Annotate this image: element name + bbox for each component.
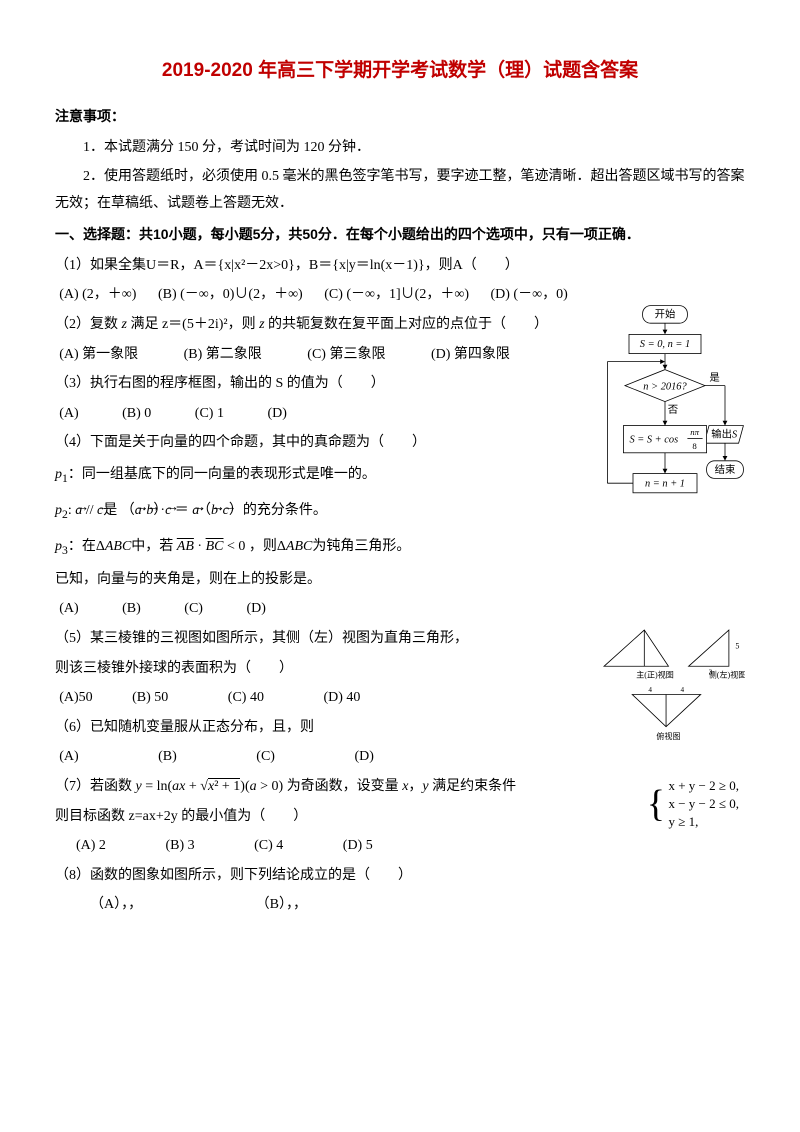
svg-text:nπ: nπ <box>690 427 699 437</box>
q3-opt-b: (B) 0 <box>122 406 151 421</box>
svg-text:4: 4 <box>681 686 685 694</box>
q5-opt-c: (C) 40 <box>228 690 264 705</box>
q2-post: 的共轭复数在复平面上对应的点位于（ ） <box>268 317 548 332</box>
svg-text:俯视图: 俯视图 <box>656 731 680 741</box>
q7-stem: （7）若函数 y = ln(ax + √x² + 1)(a > 0) 为奇函数，… <box>55 774 745 801</box>
q8-stem: （8）函数的图象如图所示，则下列结论成立的是（ ） <box>55 863 745 890</box>
q8-opt-a: （A），， <box>90 897 142 912</box>
svg-text:侧(左)视图: 侧(左)视图 <box>709 669 745 679</box>
svg-text:n > 2016?: n > 2016? <box>643 382 687 393</box>
flow-output: 输出S <box>711 428 738 441</box>
q1-opt-a: (A) (2，＋∞) <box>59 287 136 302</box>
q6-opt-b: (B) <box>158 749 177 764</box>
section1-heading: 一、选择题：共10小题，每小题5分，共50分．在每个小题给出的四个选项中，只有一… <box>55 220 745 249</box>
flow-init: S = 0, n = 1 <box>640 339 690 350</box>
svg-text:S = 0, n = 1: S = 0, n = 1 <box>640 339 690 350</box>
q7-opt-d: (D) 5 <box>343 838 373 853</box>
constraint-system: { x + y − 2 ≥ 0, x − y − 2 ≤ 0, y ≥ 1, <box>647 768 739 840</box>
svg-text:4: 4 <box>648 686 652 694</box>
q3-opt-d: (D) <box>267 406 286 421</box>
q2-pre: （2）复数 <box>55 317 122 332</box>
svg-text:3: 3 <box>709 668 713 676</box>
flowchart-diagram: 开始 S = 0, n = 1 n > 2016? 是 输出S 结束 <box>585 304 745 547</box>
q7-opt-c: (C) 4 <box>254 838 283 853</box>
notice-label: 注意事项： <box>55 108 125 124</box>
svg-text:S = S + cos: S = S + cos <box>629 434 678 445</box>
q4-opt-b: (B) <box>122 601 141 616</box>
q3-opt-c: (C) 1 <box>195 406 224 421</box>
q2-mid: 满足 z＝(5＋2i)²，则 <box>130 317 259 332</box>
page-title: 2019-2020 年高三下学期开学考试数学（理）试题含答案 <box>55 53 745 89</box>
q5-opt-d: (D) 40 <box>323 690 360 705</box>
flow-yes: 是 <box>709 372 719 384</box>
q7-opt-b: (B) 3 <box>165 838 194 853</box>
q2-opt-a: (A) 第一象限 <box>59 347 138 362</box>
q1-stem: （1）如果全集U＝R，A＝{x|x²－2x>0}，B＝{x|y＝ln(x－1)}… <box>55 253 745 280</box>
svg-text:主(正)视图: 主(正)视图 <box>636 669 674 679</box>
q4-opt-d: (D) <box>246 601 265 616</box>
flow-end: 结束 <box>715 463 736 476</box>
q7-opt-a: (A) 2 <box>76 838 106 853</box>
q5-opt-a: (A)50 <box>59 690 92 705</box>
three-view-diagram: 主(正)视图 5 侧(左)视图 3 4 4 俯视图 <box>600 626 745 757</box>
q4-extra: 已知，向量与的夹角是，则在上的投影是。 <box>55 567 745 594</box>
q1-opt-c: (C) (－∞，1]∪(2，＋∞) <box>324 287 469 302</box>
svg-text:8: 8 <box>692 441 697 451</box>
q6-opt-c: (C) <box>256 749 275 764</box>
q1-opt-d: (D) (－∞，0) <box>491 287 568 302</box>
q7-options: (A) 2 (B) 3 (C) 4 (D) 5 <box>76 833 745 860</box>
svg-text:5: 5 <box>735 641 739 650</box>
q7-line2: 则目标函数 z=ax+2y 的最小值为（ ） <box>55 804 745 831</box>
q5-opt-b: (B) 50 <box>132 690 168 705</box>
q2-opt-c: (C) 第三象限 <box>307 347 385 362</box>
q2-opt-b: (B) 第二象限 <box>184 347 262 362</box>
q4-options: (A) (B) (C) (D) <box>59 596 745 623</box>
q8-options: （A），， （B），， <box>90 892 745 919</box>
svg-text:n = n + 1: n = n + 1 <box>645 478 685 489</box>
q3-opt-a: (A) <box>59 406 78 421</box>
flow-no: 否 <box>668 404 678 416</box>
q2-opt-d: (D) 第四象限 <box>431 347 510 362</box>
flow-start: 开始 <box>655 308 676 321</box>
q4-opt-c: (C) <box>184 601 203 616</box>
q4-opt-a: (A) <box>59 601 78 616</box>
notice-item-2: 2．使用答题纸时，必须使用 0.5 毫米的黑色签字笔书写，要字迹工整，笔迹清晰．… <box>55 164 745 217</box>
q6-opt-d: (D) <box>354 749 373 764</box>
q8-opt-b: （B），， <box>256 897 307 912</box>
notice-item-1: 1．本试题满分 150 分，考试时间为 120 分钟． <box>55 135 745 162</box>
q1-opt-b: (B) (－∞，0)∪(2，＋∞) <box>158 287 303 302</box>
q6-opt-a: (A) <box>59 749 78 764</box>
